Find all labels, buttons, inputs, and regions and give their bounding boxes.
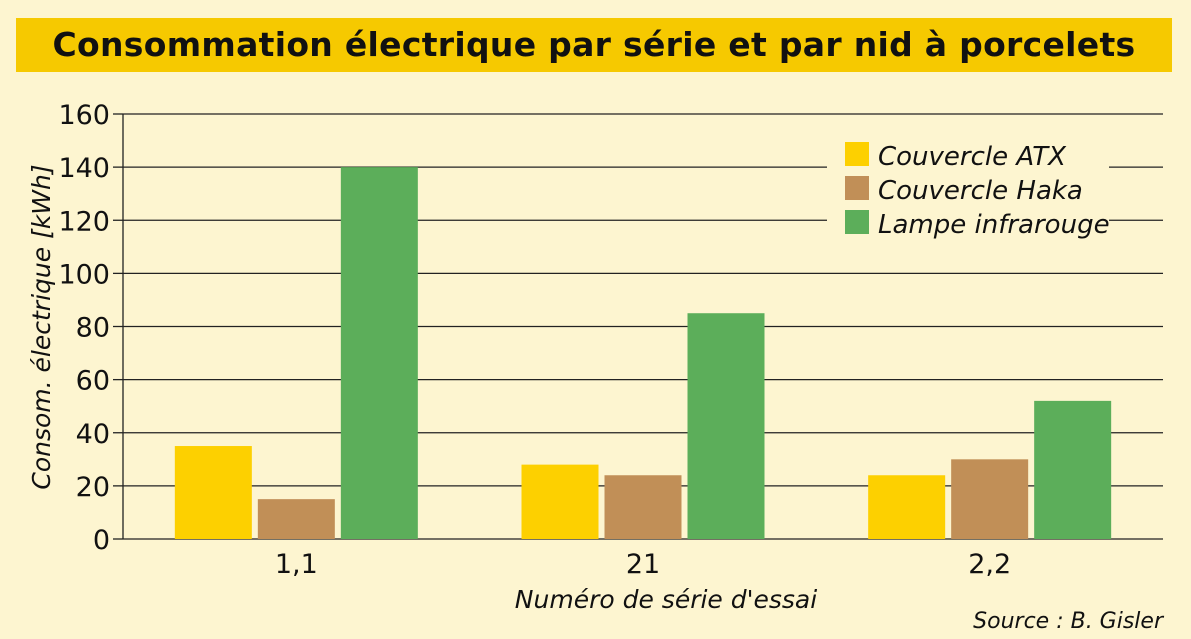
bar-couvercle-haka-2 bbox=[951, 459, 1029, 539]
x-tick-label: 1,1 bbox=[275, 549, 318, 580]
legend-background bbox=[827, 132, 1109, 240]
bar-couvercle-atx-1 bbox=[521, 464, 599, 539]
bar-couvercle-atx-0 bbox=[174, 446, 252, 539]
x-tick-label: 21 bbox=[626, 549, 660, 580]
y-tick-label: 0 bbox=[93, 525, 110, 556]
x-tick-label: 2,2 bbox=[968, 549, 1011, 580]
chart-title: Consommation électrique par série et par… bbox=[52, 25, 1136, 64]
y-tick-label: 120 bbox=[58, 206, 110, 237]
y-axis-label: Consom. électrique [kWh] bbox=[27, 164, 56, 489]
bar-lampe-infrarouge-0 bbox=[340, 167, 418, 539]
bar-lampe-infrarouge-2 bbox=[1034, 400, 1112, 539]
legend-label: Lampe infrarouge bbox=[878, 210, 1110, 240]
title-bar: Consommation électrique par série et par… bbox=[16, 18, 1172, 72]
legend-swatch bbox=[845, 142, 869, 166]
bar-couvercle-atx-2 bbox=[868, 475, 946, 539]
y-tick-label: 60 bbox=[76, 366, 110, 397]
bar-lampe-infrarouge-1 bbox=[687, 313, 765, 539]
bar-couvercle-haka-1 bbox=[604, 475, 682, 539]
legend-label: Couvercle Haka bbox=[878, 176, 1083, 206]
x-tick-labels: 1,1 21 2,2 bbox=[275, 549, 1011, 580]
legend-label: Couvercle ATX bbox=[878, 142, 1067, 172]
y-tick-label: 160 bbox=[58, 100, 110, 131]
legend-swatch bbox=[845, 176, 869, 200]
y-tick-labels: 0 20 40 60 80 100 120 140 160 bbox=[58, 100, 123, 556]
bar-couvercle-haka-0 bbox=[257, 499, 335, 539]
y-tick-label: 20 bbox=[76, 472, 110, 503]
bars bbox=[174, 167, 1112, 539]
y-tick-label: 80 bbox=[76, 313, 110, 344]
legend: Couvercle ATX Couvercle Haka Lampe infraro… bbox=[827, 132, 1110, 240]
y-tick-label: 40 bbox=[76, 419, 110, 450]
source-note: Source : B. Gisler bbox=[973, 609, 1165, 634]
legend-swatch bbox=[845, 210, 869, 234]
x-axis-label: Numéro de série d'essai bbox=[515, 585, 817, 614]
y-tick-label: 140 bbox=[58, 153, 110, 184]
y-tick-label: 100 bbox=[58, 259, 110, 290]
